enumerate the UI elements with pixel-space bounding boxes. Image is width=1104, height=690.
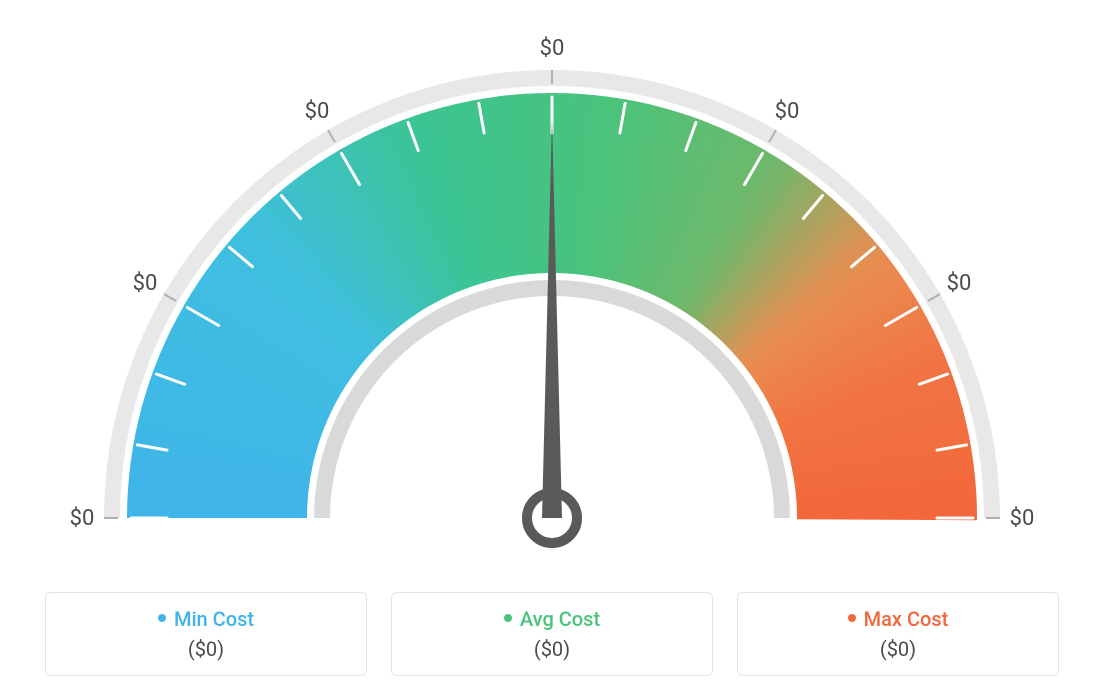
gauge-svg: $0 $0 $0 $0 $0 $0 $0 [36,20,1068,560]
legend-value: ($0) [880,637,916,661]
legend-label-row: Max Cost [848,607,949,631]
legend-value: ($0) [534,637,570,661]
gauge-chart: $0 $0 $0 $0 $0 $0 $0 [0,0,1104,570]
legend-label: Max Cost [864,607,949,631]
tick-label: $0 [540,36,565,61]
tick-label: $0 [775,99,800,124]
legend-card: Min Cost ($0) [45,592,367,676]
legend-label: Avg Cost [520,607,600,631]
legend-label-row: Avg Cost [504,607,600,631]
tick-label: $0 [947,271,972,296]
legend-dot-icon [158,614,166,622]
legend-label-row: Min Cost [158,607,254,631]
tick-label: $0 [1010,506,1035,531]
tick-label: $0 [70,506,95,531]
legend-dot-icon [504,614,512,622]
legend-row: Min Cost ($0) Avg Cost ($0) Max Cost ($0) [45,592,1059,676]
legend-card: Avg Cost ($0) [391,592,713,676]
tick-label: $0 [133,271,158,296]
legend-value: ($0) [188,637,224,661]
legend-dot-icon [848,614,856,622]
tick-label: $0 [305,99,330,124]
legend-card: Max Cost ($0) [737,592,1059,676]
legend-label: Min Cost [174,607,254,631]
